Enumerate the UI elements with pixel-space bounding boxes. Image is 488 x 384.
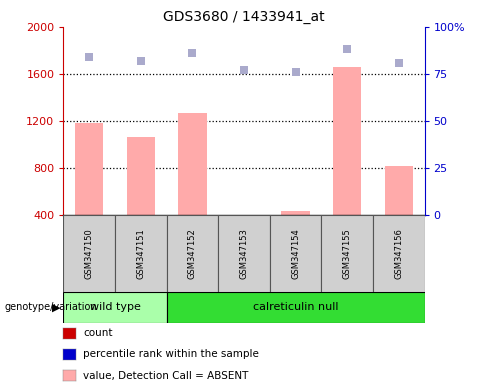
Point [395, 60, 403, 66]
Text: GSM347156: GSM347156 [394, 228, 403, 279]
Bar [178, 113, 206, 215]
Text: ▶: ▶ [52, 302, 61, 312]
Point [343, 46, 351, 53]
Text: GSM347152: GSM347152 [188, 228, 197, 279]
Bar [75, 123, 103, 215]
Text: GSM347151: GSM347151 [136, 228, 145, 279]
Bar [270, 215, 322, 292]
Bar [333, 67, 362, 215]
Point [137, 58, 145, 64]
Bar [115, 215, 166, 292]
Text: wild type: wild type [90, 302, 141, 312]
Text: value, Detection Call = ABSENT: value, Detection Call = ABSENT [83, 371, 248, 381]
Bar [385, 166, 413, 215]
Bar [282, 211, 310, 215]
Point [188, 50, 196, 56]
Text: GSM347155: GSM347155 [343, 228, 352, 279]
Text: GSM347154: GSM347154 [291, 228, 300, 279]
Bar [166, 215, 218, 292]
Text: genotype/variation: genotype/variation [5, 302, 98, 312]
Point [292, 69, 300, 75]
Text: count: count [83, 328, 112, 338]
Text: GSM347153: GSM347153 [240, 228, 248, 279]
Bar [322, 215, 373, 292]
Bar [373, 215, 425, 292]
Bar [218, 215, 270, 292]
Point [85, 54, 93, 60]
Bar [63, 292, 166, 323]
Bar [127, 137, 155, 215]
Bar [166, 292, 425, 323]
Text: GSM347150: GSM347150 [85, 228, 94, 279]
Point [240, 67, 248, 73]
Title: GDS3680 / 1433941_at: GDS3680 / 1433941_at [163, 10, 325, 25]
Bar [230, 215, 258, 216]
Text: percentile rank within the sample: percentile rank within the sample [83, 349, 259, 359]
Bar [63, 215, 115, 292]
Text: calreticulin null: calreticulin null [253, 302, 338, 312]
